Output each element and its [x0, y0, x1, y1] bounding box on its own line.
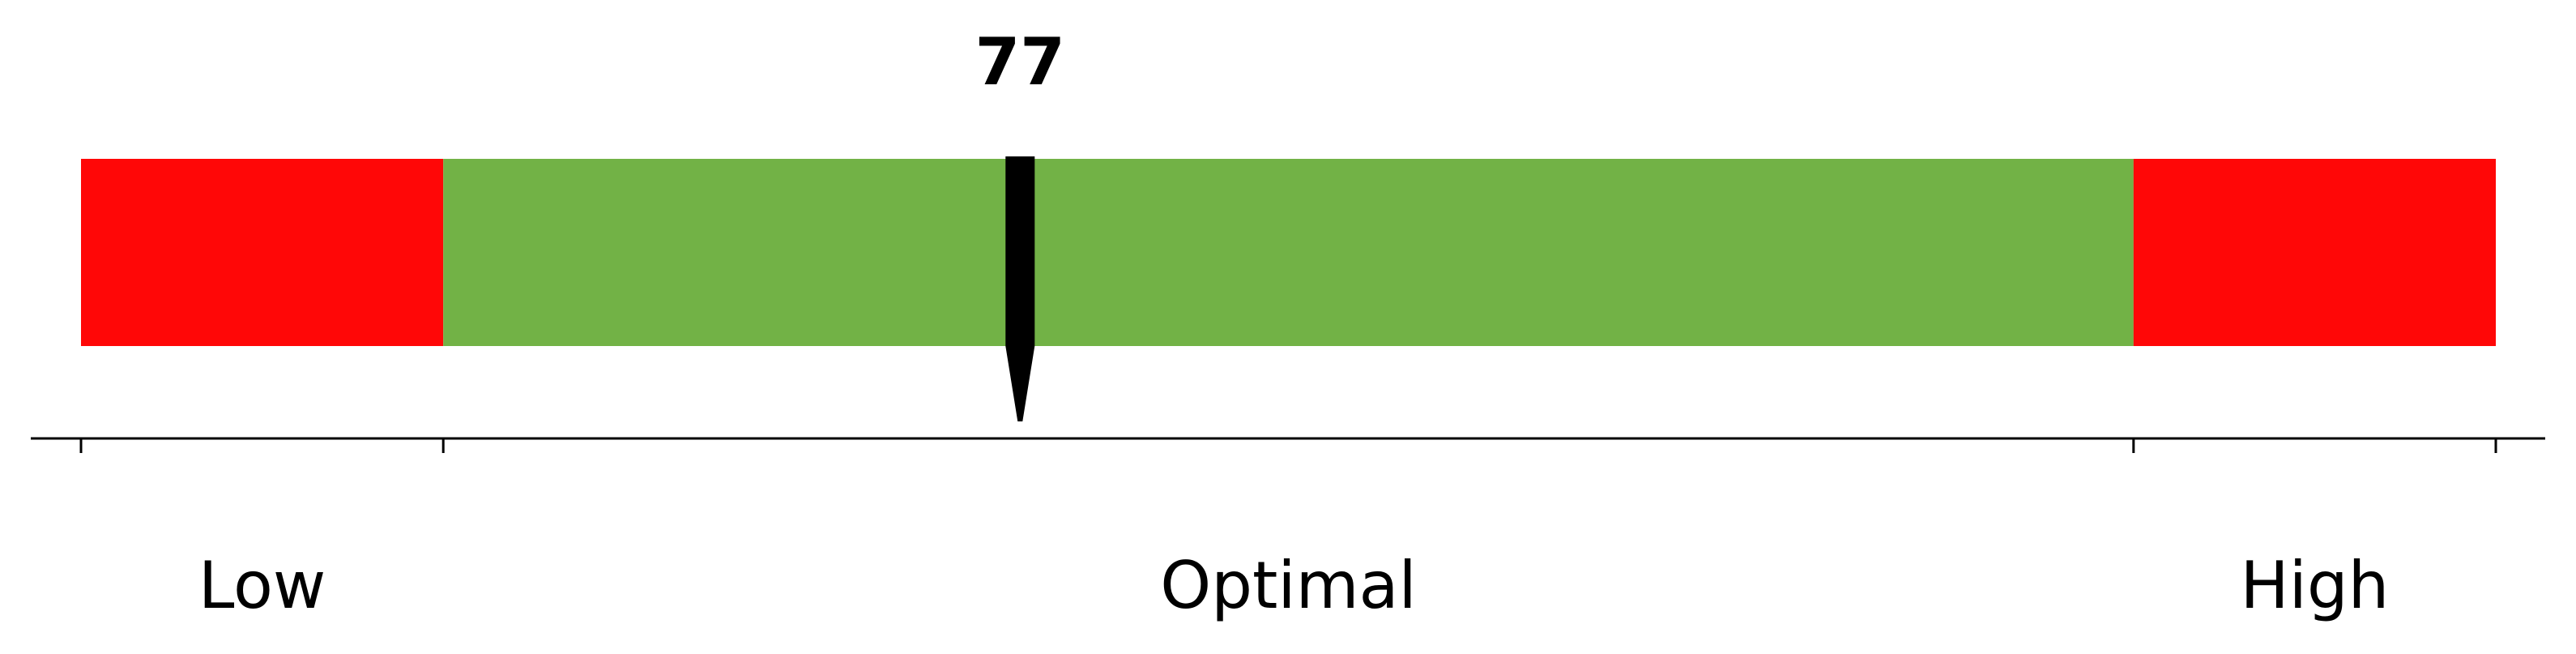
category-label-optimal: Optimal: [1160, 548, 1417, 623]
category-label-low: Low: [198, 548, 326, 623]
category-label-high: High: [2240, 548, 2389, 623]
value-label: 77: [975, 24, 1065, 100]
segment-optimal: [443, 159, 2134, 346]
segment-high: [2134, 159, 2496, 346]
value-marker: [1005, 156, 1034, 421]
segment-low: [81, 159, 443, 346]
